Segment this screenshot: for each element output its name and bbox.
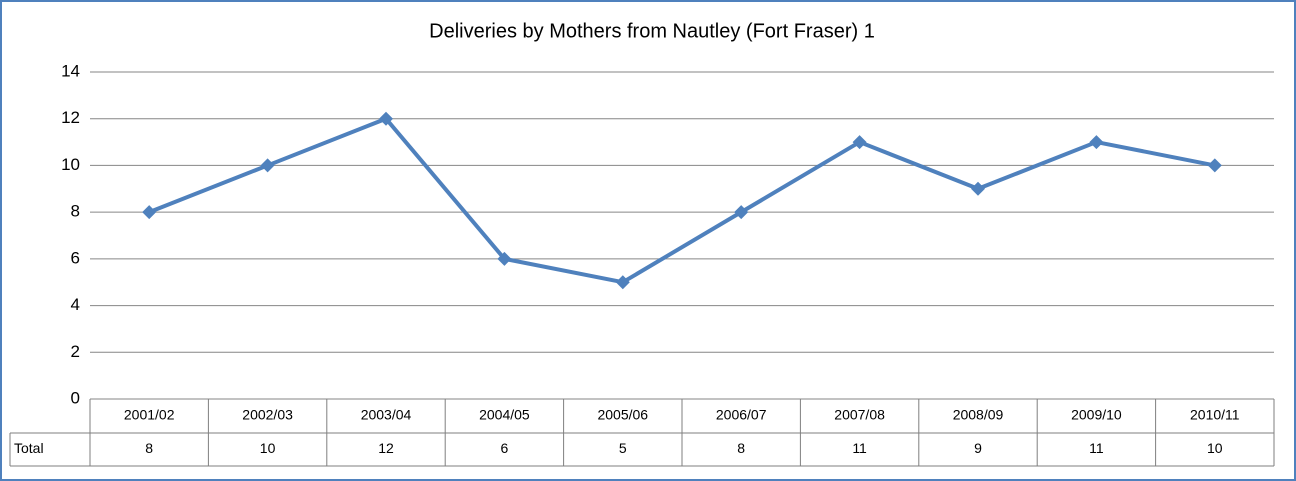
y-tick-label: 8 bbox=[71, 202, 80, 221]
y-tick-label: 12 bbox=[61, 108, 80, 127]
marker bbox=[497, 251, 512, 266]
x-tick-label: 2006/07 bbox=[716, 407, 767, 423]
y-tick-label: 14 bbox=[61, 61, 80, 80]
x-tick-label: 2007/08 bbox=[834, 407, 885, 423]
table-value: 8 bbox=[145, 440, 153, 456]
x-tick-label: 2002/03 bbox=[242, 407, 293, 423]
marker bbox=[615, 275, 630, 290]
chart-title: Deliveries by Mothers from Nautley (Fort… bbox=[429, 20, 875, 42]
y-tick-label: 10 bbox=[61, 155, 80, 174]
y-tick-label: 6 bbox=[71, 248, 80, 267]
x-tick-label: 2005/06 bbox=[597, 407, 648, 423]
x-tick-label: 2008/09 bbox=[953, 407, 1004, 423]
table-value: 10 bbox=[260, 440, 276, 456]
marker bbox=[1089, 135, 1104, 150]
table-value: 12 bbox=[378, 440, 394, 456]
marker bbox=[734, 205, 749, 220]
y-tick-label: 2 bbox=[71, 342, 80, 361]
x-tick-label: 2001/02 bbox=[124, 407, 175, 423]
marker bbox=[971, 181, 985, 196]
marker bbox=[852, 135, 867, 150]
line bbox=[148, 116, 1216, 285]
table-value: 10 bbox=[1207, 440, 1223, 456]
table-value: 6 bbox=[501, 440, 509, 456]
table-value: 8 bbox=[737, 440, 745, 456]
marker bbox=[142, 205, 157, 220]
x-tick-label: 2009/10 bbox=[1071, 407, 1122, 423]
table-value: 9 bbox=[974, 440, 982, 456]
table-value: 5 bbox=[619, 440, 627, 456]
marker bbox=[1207, 158, 1222, 173]
table-value: 11 bbox=[852, 440, 867, 456]
marker bbox=[260, 158, 275, 173]
legend-label: Total bbox=[14, 440, 44, 456]
y-tick-label: 0 bbox=[71, 388, 80, 407]
marker bbox=[379, 111, 393, 126]
x-tick-label: 2004/05 bbox=[479, 407, 530, 423]
y-tick-label: 4 bbox=[71, 295, 80, 314]
x-tick-label: 2010/11 bbox=[1190, 407, 1240, 423]
table-value: 11 bbox=[1089, 440, 1104, 456]
x-tick-label: 2003/04 bbox=[361, 407, 412, 423]
